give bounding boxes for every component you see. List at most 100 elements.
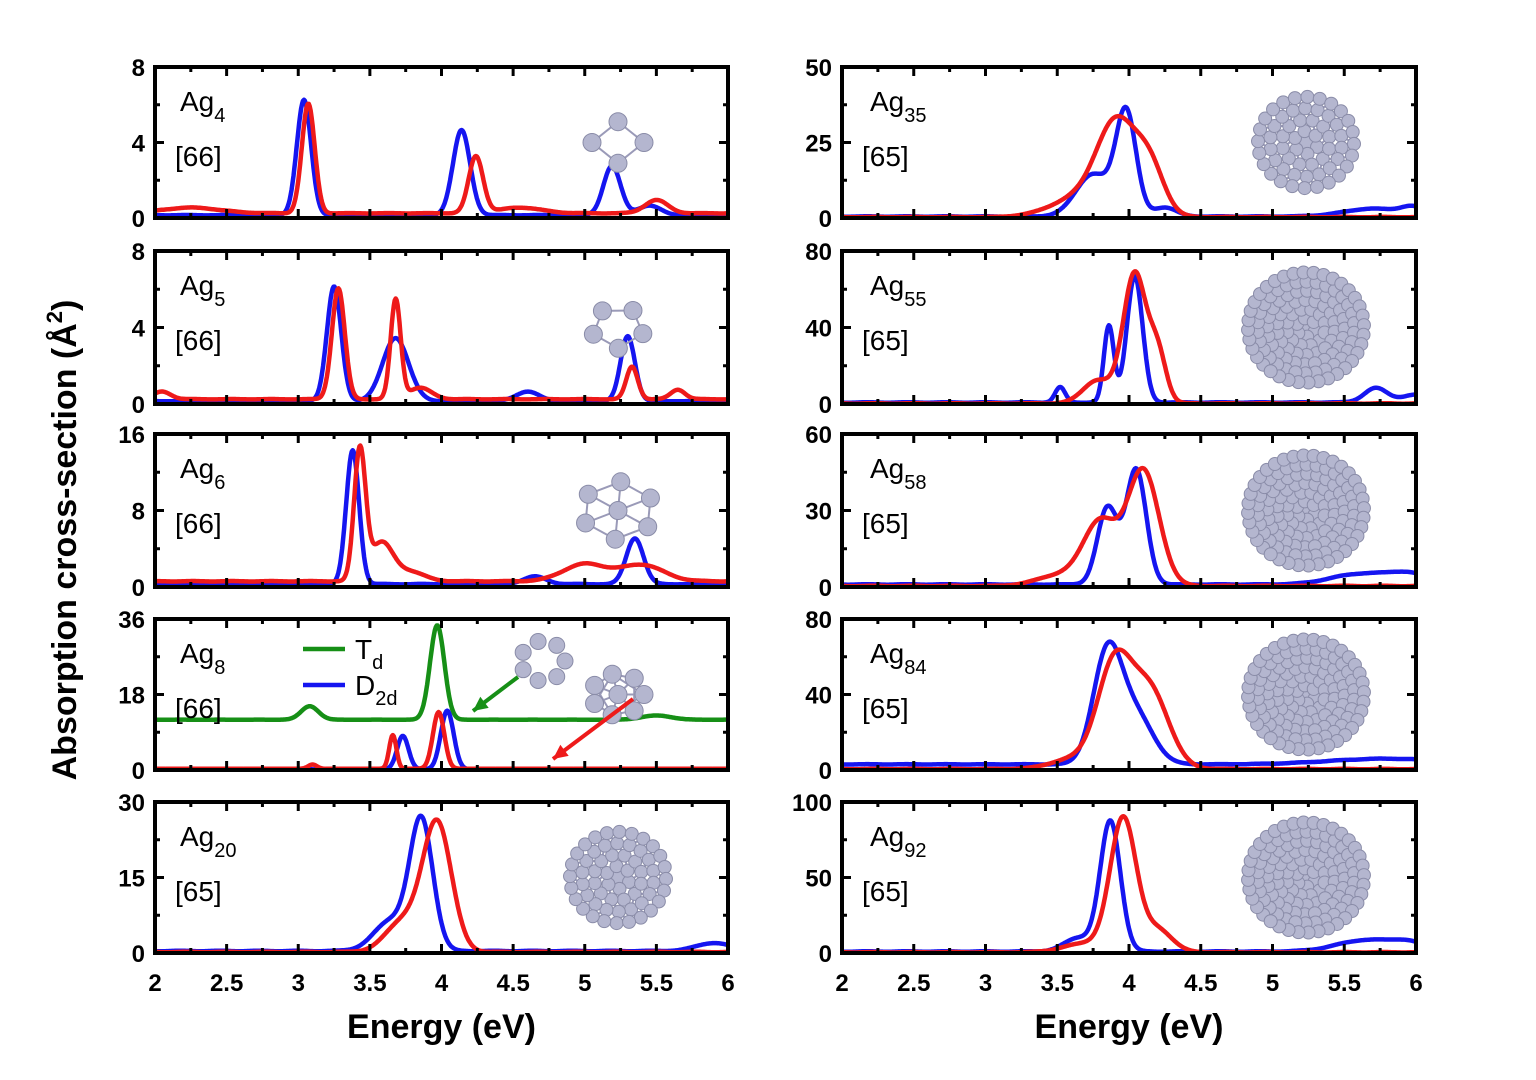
x-tick-label: 2.5 <box>210 970 243 997</box>
global-labels: Absorption cross-section (Å2) <box>42 300 84 781</box>
x-tick-label: 2 <box>835 970 848 997</box>
atom <box>1300 89 1315 104</box>
panel-ag35: 0 25 50 Ag35 [65] <box>805 55 1418 233</box>
atom <box>578 837 593 852</box>
x-tick-label: 4.5 <box>496 970 529 997</box>
cluster-structure-icon <box>1251 89 1361 196</box>
y-tick-label: 25 <box>805 131 832 158</box>
series-blue-line <box>155 97 728 218</box>
atom <box>624 701 644 721</box>
atom <box>620 863 635 878</box>
atom <box>609 916 624 931</box>
atom <box>585 675 605 695</box>
y-tick-label: 8 <box>132 239 145 266</box>
y-tick-label: 30 <box>805 499 832 526</box>
reference-label: [66] <box>175 325 222 356</box>
atom <box>1263 547 1278 562</box>
atom <box>634 133 654 152</box>
atom <box>1339 159 1354 174</box>
cluster-label: Ag55 <box>870 270 927 311</box>
atom <box>605 529 625 549</box>
atom <box>1297 181 1312 196</box>
arrow-d2d <box>551 697 635 761</box>
cluster-label: Ag35 <box>870 86 927 127</box>
atom <box>643 903 658 918</box>
x-tick-label: 5 <box>1266 970 1279 997</box>
panel-ag84: 0 40 80 Ag84 [65] <box>805 607 1418 785</box>
atom <box>588 830 603 845</box>
y-tick-label: 18 <box>118 683 145 710</box>
cluster-structure-icon <box>576 472 660 549</box>
x-tick-label: 3 <box>292 970 305 997</box>
cluster-structure-icon <box>582 112 654 173</box>
panel-ag6: 0 8 16 Ag6 [66] <box>118 422 730 602</box>
x-tick-label: 5 <box>578 970 591 997</box>
y-tick-label: 100 <box>792 790 832 817</box>
atom <box>1282 119 1297 134</box>
atom <box>1322 161 1337 176</box>
atom <box>636 831 651 846</box>
cluster-structure-icon <box>1241 632 1371 757</box>
atom <box>514 661 532 679</box>
atom <box>1287 91 1302 106</box>
atom <box>1273 174 1288 189</box>
reference-label: [66] <box>175 141 222 172</box>
arrow-d2d-head <box>553 744 569 759</box>
atom <box>587 844 602 859</box>
atom <box>633 910 648 925</box>
atom <box>642 886 657 901</box>
atom <box>608 501 628 520</box>
y-tick-label: 4 <box>132 316 146 343</box>
atom <box>548 668 566 686</box>
atom <box>658 871 673 886</box>
panel-ag20: 0 15 30 2 2.5 3 3.5 4 4.5 5 5.5 6 Energy (eV) Ag20 [65… <box>118 790 734 1046</box>
atom <box>1321 175 1336 190</box>
atom <box>1298 101 1313 116</box>
reference-label: [66] <box>175 508 222 539</box>
panel-ag58: 0 30 60 Ag58 [65] <box>805 422 1418 602</box>
y-tick-label: 8 <box>132 499 145 526</box>
x-tick-label: 2.5 <box>897 970 930 997</box>
atom <box>1263 914 1278 929</box>
atom <box>587 876 602 891</box>
atom <box>1266 102 1281 117</box>
y-tick-label: 40 <box>805 683 832 710</box>
y-tick-label: 30 <box>118 790 145 817</box>
atom <box>657 859 672 874</box>
atom <box>1331 168 1346 183</box>
atom <box>1324 96 1339 111</box>
atom <box>576 513 596 533</box>
atom <box>640 488 660 508</box>
y-tick-label: 0 <box>819 575 832 602</box>
x-tick-label: 3 <box>979 970 992 997</box>
atom <box>611 904 626 919</box>
cluster-structure-icon <box>563 824 673 931</box>
x-tick-label: 3.5 <box>1041 970 1074 997</box>
cluster-structure-icon <box>1241 448 1371 573</box>
atom <box>548 636 566 654</box>
atom <box>612 824 627 839</box>
y-tick-label: 80 <box>805 607 832 634</box>
atom <box>556 652 574 670</box>
atom <box>1322 129 1337 144</box>
reference-label: [65] <box>862 325 909 356</box>
y-tick-label: 0 <box>132 206 145 233</box>
atom <box>582 133 602 152</box>
x-tick-label: 2 <box>148 970 161 997</box>
atom <box>585 693 605 713</box>
x-tick-label: 5.5 <box>1328 970 1361 997</box>
y-tick-label: 80 <box>805 239 832 266</box>
atom <box>594 854 609 869</box>
cluster-label: Ag58 <box>870 453 927 494</box>
cluster-label: Ag20 <box>180 821 237 862</box>
atom <box>583 324 603 344</box>
atom <box>599 826 614 841</box>
atom <box>563 869 578 884</box>
panel-ag55: 0 40 80 Ag55 [65] <box>805 239 1418 419</box>
y-axis-label: Absorption cross-section (Å2) <box>42 300 84 781</box>
arrow-td-head <box>473 696 489 711</box>
atom <box>564 881 579 896</box>
cluster-structure-icon <box>1241 815 1371 940</box>
y-tick-label: 0 <box>819 392 832 419</box>
